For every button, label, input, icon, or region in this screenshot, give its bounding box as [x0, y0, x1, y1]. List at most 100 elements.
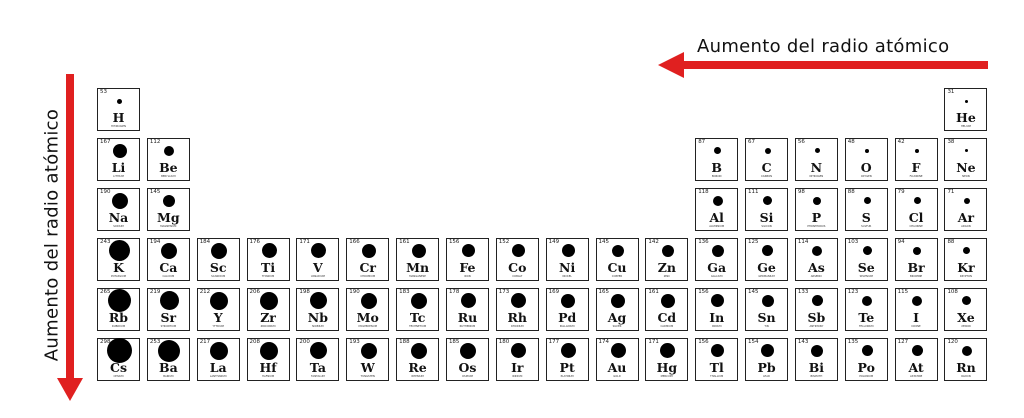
element-name: Chromium [360, 274, 376, 278]
element-symbol: Ir [511, 359, 524, 375]
atomic-radius-value: 115 [897, 288, 909, 295]
atomic-radius-value: 71 [947, 188, 955, 195]
element-name: Vanadium [310, 274, 325, 278]
element-name: Hydrogen [111, 125, 126, 128]
element-name: Strontium [160, 324, 177, 328]
element-name: Tantalum [311, 374, 325, 378]
element-cell-rb: 265 Rb Rubidium [97, 287, 140, 331]
atom-size-dot [210, 341, 229, 360]
atomic-radius-value: 180 [498, 338, 510, 345]
element-cell-sc: 184 Sc Scandium [196, 237, 240, 281]
atom-size-dot [711, 294, 725, 308]
element-cell-na: 190 Na Sodium [97, 187, 140, 231]
element-symbol: Tc [409, 309, 426, 325]
element-name: Osmium [462, 374, 473, 378]
atom-size-dot [861, 345, 873, 356]
element-cell-tl: 156 Tl Thallium [695, 337, 739, 381]
element-cell-c: 67 C Carbon [745, 137, 789, 181]
atomic-radius-value: 198 [299, 288, 310, 295]
atom-size-dot [159, 291, 179, 311]
element-symbol: Br [907, 259, 925, 275]
element-symbol: Rh [507, 309, 528, 325]
element-cell-in: 156 In Indium [695, 287, 739, 331]
element-cell-f: 42 F Fluorine [894, 137, 938, 181]
element-cell-ti: 176 Ti Titanium [246, 237, 290, 281]
element-cell-cr: 166 Cr Chromium [346, 237, 390, 281]
element-name: Lanthanum [209, 374, 227, 378]
atomic-radius-value: 171 [299, 238, 310, 245]
atom-size-dot [811, 295, 823, 307]
atom-size-dot [961, 345, 972, 356]
atom-size-dot [913, 197, 921, 205]
atom-size-dot [411, 243, 426, 258]
element-symbol: Co [508, 259, 527, 275]
atom-size-dot [158, 339, 181, 362]
atom-size-dot [862, 295, 873, 306]
element-name: Carbon [760, 174, 773, 178]
element-name: Aluminium [709, 224, 725, 228]
element-symbol: Ne [956, 159, 976, 175]
element-cell-p: 98 P Phosphorus [794, 187, 838, 231]
element-name: Cesium [113, 374, 124, 378]
atom-size-dot [963, 247, 971, 255]
atom-size-dot [210, 291, 229, 310]
element-name: Ruthenium [459, 324, 476, 328]
element-cell-cd: 161 Cd Cadmium [645, 287, 689, 331]
atomic-radius-value: 67 [748, 138, 756, 145]
element-cell-ar: 71 Ar Argon [944, 187, 988, 231]
element-cell-pt: 177 Pt Platinum [545, 337, 589, 381]
atomic-radius-value: 103 [847, 238, 859, 245]
element-cell-ge: 125 Ge Germanium [745, 237, 789, 281]
element-symbol: Sn [757, 309, 776, 325]
element-cell-zr: 206 Zr Zirconium [246, 287, 290, 331]
element-cell-ni: 149 Ni Nickel [545, 237, 589, 281]
element-symbol: Os [458, 359, 477, 375]
atom-size-dot [712, 195, 723, 206]
atomic-radius-value: 48 [847, 138, 855, 145]
element-cell-ir: 180 Ir Iridium [495, 337, 539, 381]
element-symbol: Y [213, 309, 223, 325]
element-symbol: Se [857, 259, 875, 275]
atomic-radius-value: 156 [698, 338, 709, 345]
element-symbol: Sc [209, 259, 227, 275]
atomic-radius-value: 298 [100, 338, 111, 345]
atom-size-dot [660, 293, 675, 308]
atom-size-dot [813, 196, 822, 205]
atom-size-dot [814, 148, 820, 154]
element-cell-b: 87 B Boron [695, 137, 739, 181]
atomic-radius-value: 42 [897, 138, 905, 145]
atomic-radius-value: 253 [149, 338, 161, 345]
element-cell-w: 193 W Tungsten [346, 337, 390, 381]
element-symbol: Cu [607, 259, 627, 275]
atom-size-dot [915, 148, 920, 153]
element-name: Iodine [911, 324, 921, 328]
element-cell-hg: 171 Hg Mercury [645, 337, 689, 381]
atom-size-dot [164, 145, 175, 156]
element-symbol: He [956, 110, 976, 125]
atom-size-dot [510, 343, 526, 358]
atomic-radius-value: 174 [598, 338, 610, 345]
element-cell-re: 188 Re Rhenium [396, 337, 440, 381]
element-symbol: Ru [457, 309, 478, 325]
element-cell-ta: 200 Ta Tantalum [296, 337, 340, 381]
atom-size-dot [260, 291, 279, 310]
element-symbol: F [911, 159, 921, 175]
element-name: Nickel [562, 274, 572, 278]
atom-size-dot [962, 296, 972, 306]
element-name: Astatine [909, 374, 923, 378]
atomic-radius-value: 183 [399, 288, 410, 295]
element-name: Platinum [560, 374, 574, 378]
element-name: Copper [611, 274, 623, 278]
atomic-radius-value: 173 [498, 288, 510, 295]
element-name: Cadmium [660, 324, 674, 328]
element-symbol: Li [111, 159, 126, 175]
element-name: Iridium [512, 374, 523, 378]
atomic-radius-value: 118 [698, 188, 709, 195]
element-cell-tc: 183 Tc Technetium [396, 287, 440, 331]
element-cell-cs: 298 Cs Cesium [97, 337, 140, 381]
atom-size-dot [913, 246, 922, 255]
element-symbol: S [861, 209, 871, 225]
element-symbol: Hf [259, 359, 277, 375]
element-cell-hf: 208 Hf Hafnium [246, 337, 290, 381]
atomic-radius-value: 190 [100, 188, 111, 195]
